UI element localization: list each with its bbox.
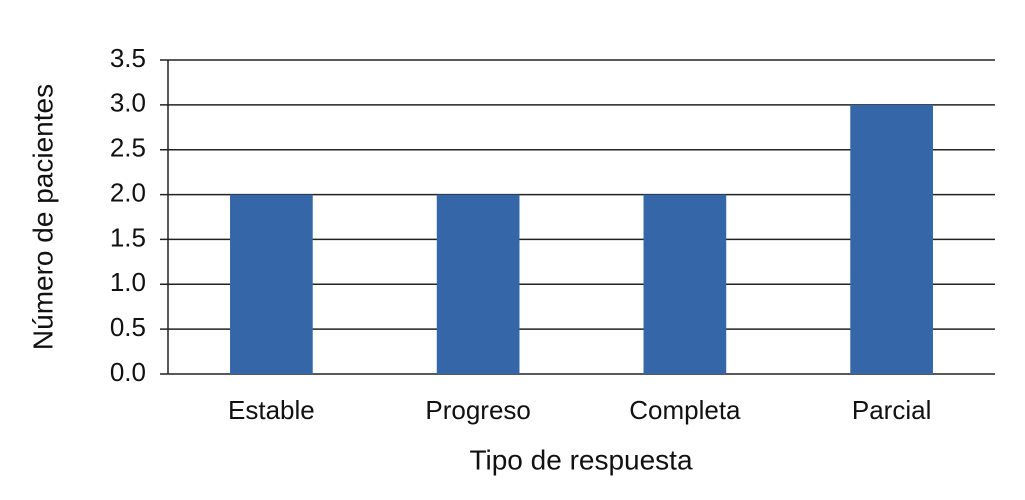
y-tick-label: 0.5: [110, 312, 146, 342]
y-tick-label: 1.5: [110, 222, 146, 252]
x-tick-label: Estable: [228, 395, 315, 425]
bar: [230, 194, 313, 374]
y-axis-title: Número de pacientes: [27, 84, 58, 350]
y-tick-label: 2.5: [110, 133, 146, 163]
bar: [850, 104, 933, 374]
y-tick-label: 3.5: [110, 43, 146, 73]
bar: [436, 194, 520, 374]
y-tick-label: 3.0: [110, 88, 146, 118]
x-axis-title: Tipo de respuesta: [469, 444, 693, 475]
y-tick-label: 1.0: [110, 267, 146, 297]
y-tick-label: 0.0: [110, 357, 146, 387]
x-tick-label: Parcial: [852, 395, 931, 425]
y-tick-label: 2.0: [110, 177, 146, 207]
bar: [643, 194, 727, 374]
x-tick-label: Progreso: [425, 395, 531, 425]
x-tick-label: Completa: [629, 395, 741, 425]
